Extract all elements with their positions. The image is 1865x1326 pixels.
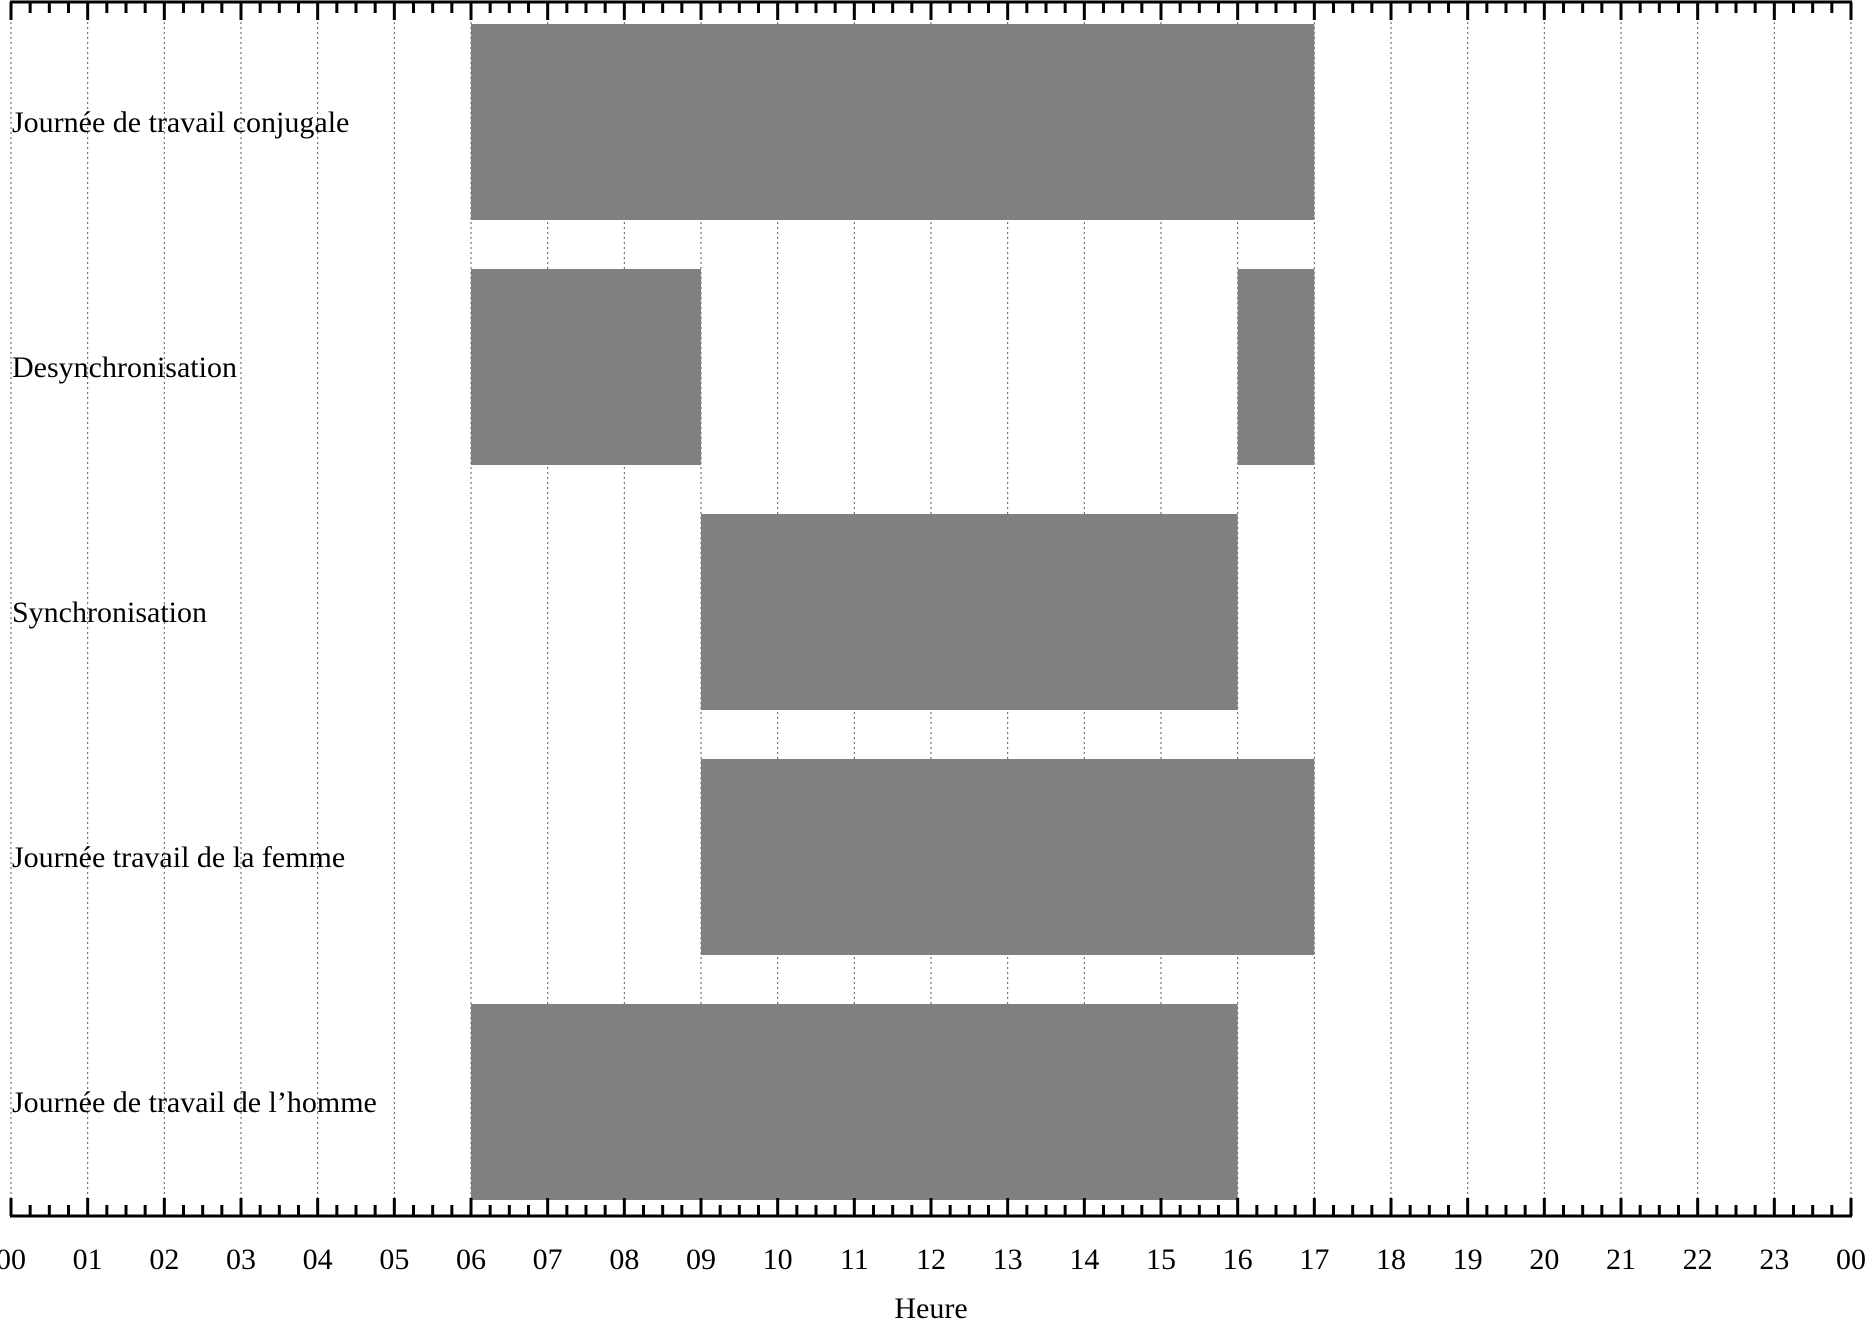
x-tick-label: 18 [1376, 1243, 1406, 1276]
x-tick-label: 15 [1146, 1243, 1176, 1276]
bar [471, 269, 701, 465]
bar [471, 24, 1315, 220]
x-tick-label: 22 [1683, 1243, 1713, 1276]
x-tick-label: 09 [686, 1243, 716, 1276]
x-tick-label: 13 [993, 1243, 1023, 1276]
x-tick-label: 03 [226, 1243, 256, 1276]
x-tick-label: 12 [916, 1243, 946, 1276]
x-tick-label: 10 [763, 1243, 793, 1276]
x-tick-label: 23 [1759, 1243, 1789, 1276]
x-tick-label: 16 [1223, 1243, 1253, 1276]
x-tick-label: 00 [0, 1243, 26, 1276]
x-tick-label: 05 [379, 1243, 409, 1276]
row-label: Desynchronisation [12, 351, 237, 384]
x-tick-label: 02 [149, 1243, 179, 1276]
x-tick-label: 17 [1299, 1243, 1329, 1276]
bottom-axis: 00 01 02 03 04 05 06 07 08 09 10 11 12 13 14 15 16 17 18 19… [0, 1198, 1865, 1276]
x-axis-title: Heure [894, 1292, 967, 1325]
x-tick-label: 06 [456, 1243, 486, 1276]
x-tick-label: 07 [533, 1243, 563, 1276]
bar [1237, 269, 1315, 465]
top-axis [9, 0, 1853, 20]
x-tick-label: 00 [1836, 1243, 1865, 1276]
x-tick-label: 20 [1529, 1243, 1559, 1276]
row-label: Journée de travail de l’homme [12, 1086, 377, 1119]
x-tick-label: 04 [303, 1243, 333, 1276]
bar [701, 514, 1238, 710]
row-label: Journée de travail conjugale [12, 106, 349, 139]
x-tick-label: 19 [1453, 1243, 1483, 1276]
row-label: Synchronisation [12, 596, 207, 629]
row-labels: Journée de travail conjugale Desynchronis… [12, 106, 377, 1119]
x-tick-label: 21 [1606, 1243, 1636, 1276]
bars [471, 24, 1315, 1200]
row-label: Journée travail de la femme [12, 841, 345, 874]
x-tick-label: 08 [609, 1243, 639, 1276]
x-tick-label: 11 [840, 1243, 869, 1276]
x-tick-label: 01 [73, 1243, 103, 1276]
bar [471, 1004, 1238, 1200]
x-tick-label: 14 [1069, 1243, 1099, 1276]
bar [701, 759, 1315, 955]
